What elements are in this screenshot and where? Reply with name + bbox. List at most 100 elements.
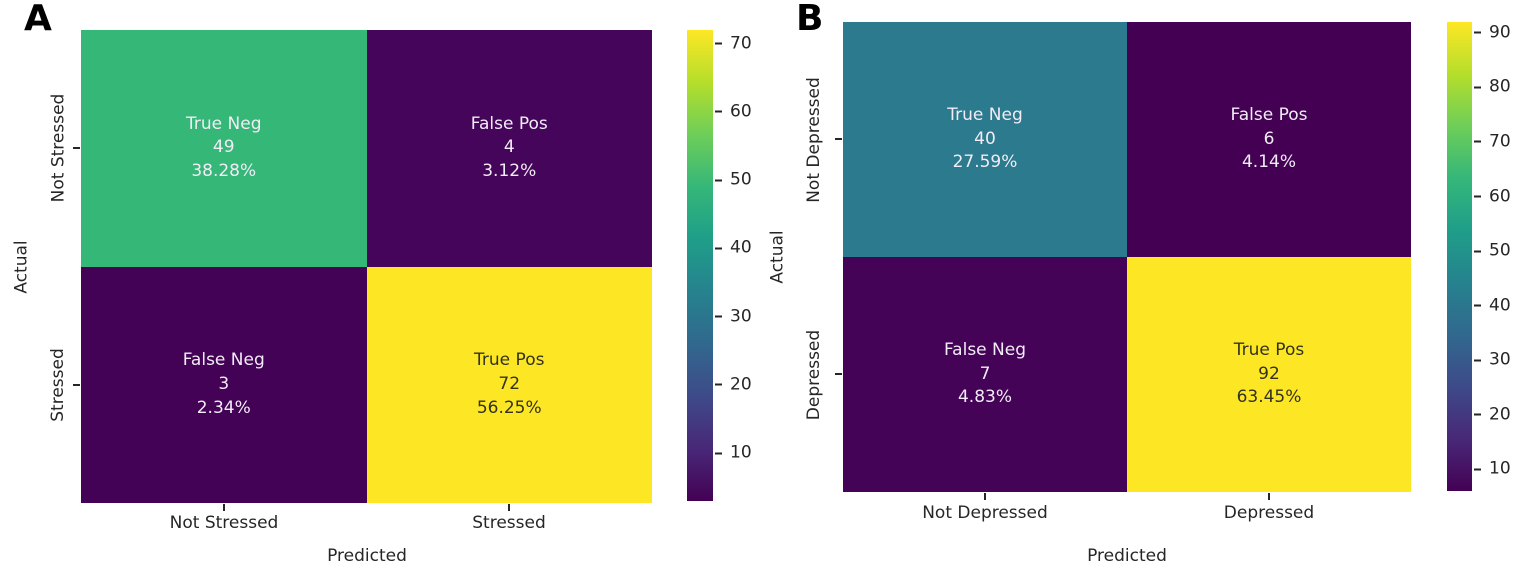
cell-percent: 38.28% — [191, 161, 257, 182]
cell-count: 3 — [218, 373, 230, 394]
cell-label: True Pos — [474, 350, 545, 371]
colorbar-tick: 20 — [1472, 406, 1511, 423]
colorbar-tick-label: 40 — [1489, 295, 1511, 316]
cell-percent: 4.83% — [957, 387, 1012, 408]
cm-cell-false-neg: False Neg 3 2.34% — [81, 266, 367, 503]
x-tick-label-not-depressed: Not Depressed — [922, 503, 1048, 523]
cm-cell-true-neg: True Neg 49 38.28% — [81, 30, 367, 267]
colorbar-tick-label: 40 — [730, 237, 752, 258]
colorbar-tick: 30 — [713, 308, 752, 325]
cell-count: 7 — [979, 363, 991, 384]
colorbar-tick-mark — [1474, 195, 1481, 198]
y-tick-label-not-depressed: Not Depressed — [802, 22, 826, 257]
y-tick-label-stressed: Stressed — [46, 266, 70, 503]
panel-b-depression-confusion-matrix: B Actual Not Depressed Depressed True Ne… — [768, 0, 1536, 582]
panel-letter-b: B — [796, 0, 824, 39]
cell-percent: 56.25% — [476, 397, 542, 418]
heatmap-b: True Neg 40 27.59% False Pos 6 4.14% Fal… — [843, 22, 1411, 492]
cell-percent: 3.12% — [482, 161, 537, 182]
colorbar-tick-mark — [1474, 86, 1481, 89]
x-axis-label: Predicted — [1087, 546, 1167, 566]
colorbar-tick-mark — [715, 452, 722, 455]
y-axis-label-wrap: Actual — [10, 30, 34, 503]
colorbar-tick: 20 — [713, 376, 752, 393]
x-tick-mark — [1268, 493, 1270, 500]
colorbar-tick-label: 50 — [730, 169, 752, 190]
y-tick-label-text: Depressed — [804, 329, 825, 420]
colorbar-tick: 60 — [1472, 188, 1511, 205]
cell-percent: 2.34% — [196, 397, 251, 418]
colorbar-tick-mark — [1474, 250, 1481, 253]
y-axis-label: Actual — [768, 230, 789, 284]
colorbar-tick-mark — [1474, 31, 1481, 34]
cell-label: False Pos — [1230, 104, 1308, 125]
colorbar-tick-label: 70 — [730, 33, 752, 54]
colorbar-tick-label: 50 — [1489, 240, 1511, 261]
x-tick-label-not-stressed: Not Stressed — [169, 513, 279, 533]
colorbar-tick-mark — [1474, 304, 1481, 307]
colorbar-tick-label: 20 — [730, 374, 752, 395]
colorbar-tick-label: 80 — [1489, 76, 1511, 97]
colorbar-tick-mark — [1474, 468, 1481, 471]
cell-count: 92 — [1258, 363, 1280, 384]
colorbar-tick-mark — [715, 110, 722, 113]
colorbar-b: 10 20 30 40 50 60 70 80 90 — [1447, 22, 1511, 491]
colorbar-tick-label: 60 — [1489, 186, 1511, 206]
cm-cell-true-pos: True Pos 92 63.45% — [1127, 257, 1411, 492]
colorbar-tick-label: 10 — [1489, 458, 1511, 479]
colorbar-tick-label: 30 — [730, 306, 752, 327]
panel-letter-a: A — [24, 0, 52, 39]
y-tick-mark — [73, 384, 80, 386]
y-tick-label-text: Stressed — [48, 347, 68, 422]
y-tick-mark — [835, 373, 842, 375]
cell-count: 6 — [1263, 128, 1275, 149]
cell-label: True Neg — [947, 104, 1023, 125]
cell-label: True Pos — [1233, 339, 1305, 360]
x-tick-mark — [984, 493, 986, 500]
x-tick-label-stressed: Stressed — [472, 513, 546, 533]
colorbar-tick: 50 — [713, 169, 752, 190]
colorbar-tick: 30 — [1472, 349, 1511, 370]
colorbar-tick: 40 — [1472, 297, 1511, 314]
y-axis-label: Actual — [12, 239, 33, 294]
cm-cell-false-pos: False Pos 4 3.12% — [366, 30, 652, 267]
colorbar-tick-mark — [715, 42, 722, 45]
colorbar-tick: 60 — [713, 103, 752, 120]
colorbar-tick: 80 — [1472, 76, 1511, 97]
y-tick-label-not-stressed: Not Stressed — [46, 30, 70, 266]
y-tick-mark — [835, 138, 842, 140]
colorbar-tick-mark — [715, 247, 722, 250]
y-tick-label-text: Not Depressed — [804, 76, 825, 203]
colorbar-tick-mark — [1474, 413, 1481, 416]
cell-label: True Neg — [186, 113, 262, 134]
colorbar-tick-label: 60 — [730, 101, 752, 122]
colorbar-tick-mark — [1474, 359, 1481, 362]
colorbar-tick-mark — [715, 315, 722, 318]
cm-cell-true-pos: True Pos 72 56.25% — [366, 266, 652, 503]
cell-count: 4 — [503, 137, 515, 158]
heatmap-a: True Neg 49 38.28% False Pos 4 3.12% Fal… — [81, 30, 652, 503]
colorbar-tick-mark — [715, 179, 722, 182]
colorbar-tick: 70 — [1472, 133, 1511, 150]
cm-cell-false-neg: False Neg 7 4.83% — [843, 257, 1127, 492]
colorbar-tick: 70 — [713, 35, 752, 52]
y-tick-label-depressed: Depressed — [802, 257, 826, 492]
colorbar-tick-mark — [715, 383, 722, 386]
cell-percent: 27.59% — [952, 152, 1018, 173]
x-tick-mark — [508, 504, 510, 511]
colorbar-tick-mark — [1474, 140, 1481, 143]
colorbar-tick-label: 90 — [1489, 22, 1511, 43]
cell-percent: 63.45% — [1236, 387, 1302, 408]
x-tick-mark — [223, 504, 225, 511]
colorbar-tick-label: 30 — [1489, 349, 1511, 370]
cm-cell-false-pos: False Pos 6 4.14% — [1127, 22, 1411, 257]
colorbar-tick: 40 — [713, 237, 752, 258]
colorbar-a: 10 20 30 40 50 60 70 — [687, 30, 752, 501]
cell-count: 49 — [212, 137, 235, 158]
cell-label: False Neg — [182, 350, 265, 371]
colorbar-tick: 90 — [1472, 24, 1511, 41]
panel-a-stress-confusion-matrix: A Actual Not Stressed Stressed True Neg … — [10, 0, 752, 566]
cell-label: False Pos — [470, 113, 548, 134]
cell-count: 40 — [974, 128, 996, 149]
